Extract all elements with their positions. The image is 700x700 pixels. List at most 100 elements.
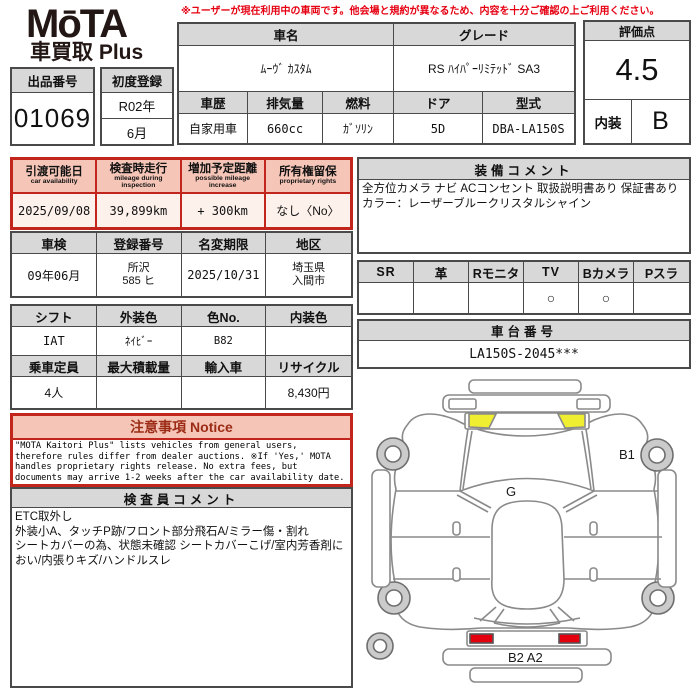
equipment-comment-body: 全方位カメラ ナビ ACコンセント 取扱説明書あり 保証書あり カラー：レーザー… bbox=[362, 183, 679, 210]
side-panel-lines bbox=[392, 490, 662, 580]
history-header: 車歴 bbox=[179, 92, 248, 114]
rear-window-lines bbox=[473, 606, 581, 628]
diagram-label-b1: B1 bbox=[619, 447, 635, 462]
score-box: 評価点 4.5 内装 B bbox=[583, 20, 691, 145]
mileage-increase-header: 増加予定距離 possible mileage increase bbox=[181, 160, 266, 194]
mota-logo-sub: 車買取 Plus bbox=[30, 41, 144, 64]
interior-label: 内装 bbox=[585, 100, 632, 143]
leather-flag bbox=[414, 283, 469, 313]
doors-value: 5D bbox=[394, 114, 483, 143]
chassis-number-label: 車台番号 bbox=[359, 321, 689, 341]
color-no-value: B82 bbox=[181, 327, 267, 356]
right-headlight bbox=[556, 413, 586, 429]
proprietary-rights-header: 所有権留保 proprietary rights bbox=[265, 160, 350, 194]
user-warning-text: ※ユーザーが現在利用中の車両です。他会場と規約が異なるため、内容を十分ご確認の上… bbox=[181, 6, 660, 17]
first-registration-box: 初度登録 R02年 6月 bbox=[100, 67, 174, 146]
headlight-bar bbox=[464, 412, 590, 430]
doors-header: ドア bbox=[394, 92, 483, 114]
power-slide-flag bbox=[634, 283, 689, 313]
left-side-rail bbox=[371, 469, 391, 588]
tv-flag: ○ bbox=[524, 283, 579, 313]
diagram-label-g: G bbox=[506, 484, 516, 499]
tv-header: TV bbox=[524, 262, 579, 283]
mileage-value: 39,899km bbox=[97, 194, 182, 227]
fuel-header: 燃料 bbox=[323, 92, 394, 114]
front-top-strip bbox=[468, 379, 582, 394]
vehicle-table: 車名 グレード ﾑｰｳﾞ ｶｽﾀﾑ RS ﾊｲﾊﾟｰﾘﾐﾃｯﾄﾞ SA3 車歴 … bbox=[177, 22, 576, 145]
notice-title: 注意事項 Notice bbox=[13, 416, 350, 440]
score-label: 評価点 bbox=[585, 22, 689, 41]
right-taillight bbox=[558, 633, 581, 644]
front-bumper-left-insert bbox=[448, 398, 477, 410]
inspector-comment-box: 検査員コメント ETC取外し 外装小A、タッチP跡/フロント部分飛石A/ミラー傷… bbox=[10, 487, 353, 688]
district-header: 地区 bbox=[266, 233, 351, 254]
name-change-deadline-header: 名変期限 bbox=[181, 233, 267, 254]
vehicle-name-value: ﾑｰｳﾞ ｶｽﾀﾑ bbox=[179, 46, 394, 92]
availability-value: 2025/09/08 bbox=[13, 194, 98, 227]
inspector-comment-line: シートカバーの為、状態未確認 シートカバーこげ/室内芳香剤におい/内張りキズ/ハ… bbox=[15, 540, 344, 568]
recycle-value: 8,430円 bbox=[287, 386, 330, 400]
spare-tire bbox=[366, 632, 394, 660]
right-side-rail bbox=[657, 469, 677, 588]
equipment-comment-title: 装備コメント bbox=[359, 159, 689, 180]
interior-grade: B bbox=[652, 107, 669, 135]
history-value: 自家用車 bbox=[179, 114, 248, 143]
notice-box: 注意事項 Notice "MOTA Kaitori Plus" lists ve… bbox=[10, 413, 353, 488]
interior-color-value bbox=[266, 327, 351, 356]
car-condition-diagram: B1 G B2 A2 bbox=[356, 378, 696, 698]
district-value: 埼玉県 入間市 bbox=[292, 262, 326, 287]
shaken-value: 09年06月 bbox=[12, 254, 97, 296]
import-value bbox=[182, 377, 267, 408]
cabin-outline bbox=[491, 500, 565, 610]
availability-table: 引渡可能日 car availability 検査時走行 mileage dur… bbox=[10, 157, 353, 230]
score-value: 4.5 bbox=[585, 41, 689, 100]
equipment-comment-box: 装備コメント 全方位カメラ ナビ ACコンセント 取扱説明書あり 保証書あり カ… bbox=[357, 157, 691, 254]
specs-table: シフト 外装色 色No. 内装色 IAT ﾈｲﾋﾞｰ B82 乗車定員 最大積載… bbox=[10, 304, 353, 410]
availability-header: 引渡可能日 car availability bbox=[13, 160, 98, 194]
shift-header: シフト bbox=[12, 306, 97, 327]
capacity-value: 4人 bbox=[12, 377, 97, 408]
capacity-header: 乗車定員 bbox=[12, 356, 97, 377]
lot-number-value: 01069 bbox=[13, 102, 92, 133]
displacement-header: 排気量 bbox=[248, 92, 323, 114]
model-header: 型式 bbox=[483, 92, 574, 114]
back-camera-header: Bカメラ bbox=[579, 262, 634, 283]
inspector-comment-body: ETC取外し 外装小A、タッチP跡/フロント部分飛石A/ミラー傷・割れ シートカ… bbox=[12, 508, 351, 571]
diagram-label-b2a2: B2 A2 bbox=[508, 650, 543, 665]
front-bumper-right-insert bbox=[576, 398, 601, 410]
notice-body: "MOTA Kaitori Plus" lists vehicles from … bbox=[15, 441, 345, 483]
mileage-header: 検査時走行 mileage during inspection bbox=[97, 160, 182, 194]
taillight-bar bbox=[466, 630, 588, 647]
equipment-flags-table: SR 革 Rモニタ TV Bカメラ Pスラ ○ ○ bbox=[357, 260, 691, 315]
first-registration-label: 初度登録 bbox=[102, 69, 172, 93]
exterior-color-value: ﾈｲﾋﾞｰ bbox=[96, 327, 182, 356]
left-taillight bbox=[469, 633, 494, 644]
chassis-number-value: LA150S-2045*** bbox=[469, 347, 579, 362]
first-registration-month: 6月 bbox=[126, 125, 148, 141]
name-change-deadline-value: 2025/10/31 bbox=[182, 254, 267, 296]
back-camera-flag: ○ bbox=[579, 283, 634, 313]
inspector-comment-line: ETC取外し bbox=[15, 511, 73, 523]
exterior-color-header: 外装色 bbox=[96, 306, 182, 327]
shift-value: IAT bbox=[12, 327, 97, 356]
leather-header: 革 bbox=[414, 262, 469, 283]
color-no-header: 色No. bbox=[181, 306, 267, 327]
first-registration-year: R02年 bbox=[102, 93, 172, 119]
vehicle-grade-header: グレード bbox=[394, 24, 574, 46]
rear-bottom-strip bbox=[469, 667, 583, 683]
lot-number-box: 出品番号 01069 bbox=[10, 67, 95, 146]
front-bumper bbox=[442, 394, 611, 413]
left-headlight bbox=[468, 413, 498, 429]
recycle-header: リサイクル bbox=[266, 356, 351, 377]
sunroof-flag bbox=[359, 283, 414, 313]
inspector-comment-title: 検査員コメント bbox=[12, 489, 351, 508]
rear-monitor-header: Rモニタ bbox=[469, 262, 524, 283]
plate-header: 登録番号 bbox=[96, 233, 182, 254]
lot-number-label: 出品番号 bbox=[12, 69, 93, 93]
interior-color-header: 内装色 bbox=[266, 306, 351, 327]
chassis-number-box: 車台番号 LA150S-2045*** bbox=[357, 319, 691, 369]
max-load-value bbox=[97, 377, 182, 408]
model-value: DBA-LA150S bbox=[492, 121, 565, 136]
mileage-increase-value: + 300km bbox=[182, 194, 266, 227]
